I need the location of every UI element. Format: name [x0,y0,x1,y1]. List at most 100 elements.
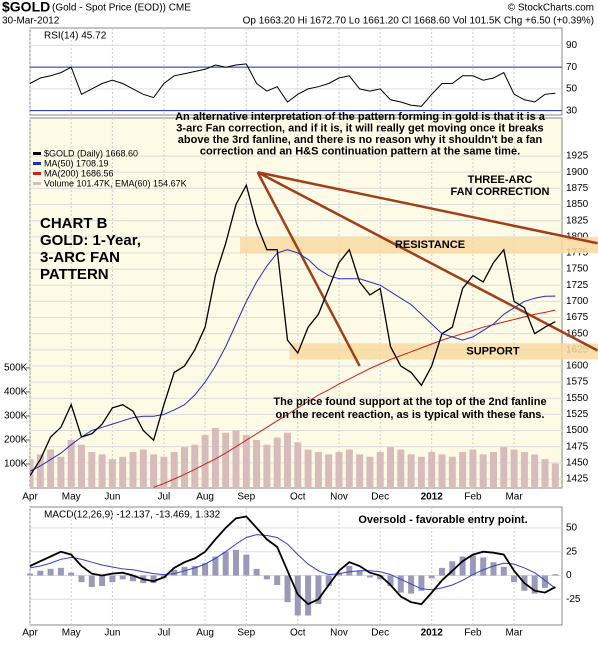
annotation: GOLD: 1-Year, [40,232,141,249]
annotation: 3-ARC FAN [40,249,120,266]
volume-bar [253,439,261,488]
y-tick-label: 1900 [566,167,589,178]
histogram-bar [78,575,85,583]
volume-bar [469,449,477,488]
annotation: THREE-ARC [468,174,533,186]
x-tick-label: Dec [371,628,389,639]
y-tick-label: 1525 [566,409,589,420]
legend-label: MA(200) 1686.56 [44,168,114,178]
legend-label: Volume 101.47K, EMA(60) 154.67K [44,178,187,188]
histogram-bar [480,557,487,576]
volume-bar [222,432,230,488]
histogram-bar [325,575,332,586]
annotation: PATTERN [40,266,109,283]
legend-swatch [33,182,41,185]
line [29,534,556,591]
y-tick-label: 90 [566,40,578,51]
volume-bar [531,454,539,488]
x-tick-label: Sep [237,628,255,639]
x-tick-label: Jun [104,628,120,639]
band [289,343,598,360]
x-tick-label: Aug [196,492,214,503]
x-tick-label: Apr [22,492,38,503]
x-tick-label: Feb [464,492,482,503]
legend-swatch [33,162,41,165]
annotation: CHART B [40,215,108,232]
histogram-bar [233,549,239,576]
histogram-bar [418,575,425,591]
x-tick-label: Oct [290,492,306,503]
y2-tick-label: 500K [4,363,28,374]
histogram-bar [305,575,312,616]
quote: Op 1663.20 Hi 1672.70 Lo 1661.20 Cl 1668… [243,16,594,27]
x-tick-label: May [62,492,81,503]
volume-bar [232,430,240,488]
annotation: The price found support at the top of th… [273,396,546,408]
histogram-bar [202,563,209,576]
volume-bar [438,454,446,488]
legend-swatch [33,172,41,175]
histogram-bar [253,568,260,576]
volume-bar [356,454,364,488]
y2-tick-label: 300K [4,411,28,422]
histogram-bar [284,575,291,603]
volume-bar [387,447,394,488]
y2-tick-label: 400K [4,387,28,398]
x-tick-label: Jul [158,628,171,639]
volume-bar [366,456,374,488]
histogram-bar [130,575,136,582]
y-tick-label: 1675 [566,312,589,323]
volume-bar [139,449,147,488]
volume-bar [500,447,508,488]
histogram-bar [469,555,476,576]
x-tick-label: Mar [505,628,523,639]
y-tick-label: 70 [566,62,578,73]
fanline [257,171,598,245]
volume-bar [119,456,127,488]
volume-bar [510,449,518,488]
price-layer [30,171,598,488]
x-tick-label: 2012 [421,628,444,639]
histogram-bar [57,567,64,576]
histogram-bar [346,566,353,576]
histogram-bar [500,566,507,576]
histogram-bar [171,569,178,576]
y-tick-label: 50 [566,84,578,95]
annotation: An alternative interpretation of the pat… [175,111,546,123]
fanline [256,171,361,367]
volume-bar [201,435,209,488]
histogram-bar [531,575,538,594]
line [30,249,556,472]
volume-bar [181,447,188,488]
y-tick-label: -25 [566,594,581,605]
volume-bar [479,454,487,488]
date: 30-Mar-2012 [2,16,60,27]
volume-bar [345,449,353,488]
fanline [257,171,598,352]
y-tick-label: 1575 [566,377,589,388]
y-tick-label: 1825 [566,215,589,226]
volume-bar [551,463,559,488]
volume-bar [211,427,219,488]
y-tick-label: 1475 [566,441,589,452]
line [29,63,556,107]
volume-bar [263,444,271,488]
volume-bar [170,451,178,488]
band-label: SUPPORT [466,346,519,358]
histogram-bar [428,575,435,579]
histogram-bar [387,575,394,586]
x-tick-label: Aug [196,628,214,639]
histogram-bar [119,575,126,580]
volume-bar [407,454,415,488]
volume-bar [417,456,425,488]
histogram-bar [439,567,445,576]
x-tick-label: Nov [330,492,348,503]
volume-bar [448,456,456,488]
histogram-bar [397,575,404,593]
histogram-bar [459,556,466,576]
y-tick-label: 50 [566,523,578,534]
histogram-bar [150,575,157,584]
volume-bar [78,444,85,488]
annotation: 3-arc Fan correction, and if it is, it w… [176,122,543,134]
